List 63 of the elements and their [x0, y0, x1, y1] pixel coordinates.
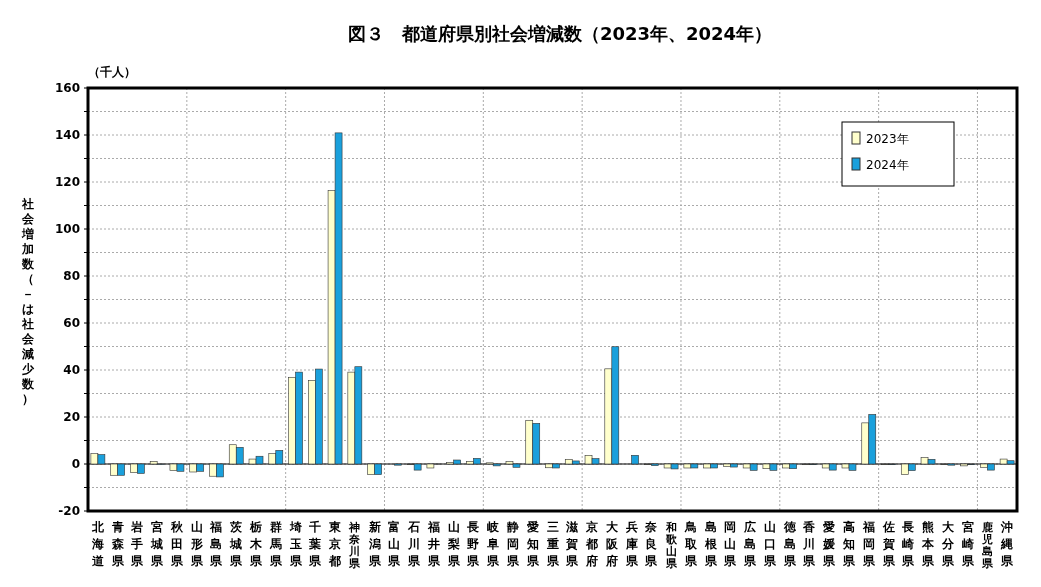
- y-tick-label: 100: [54, 222, 80, 236]
- x-tick-label: 沖縄県: [1000, 520, 1015, 568]
- x-tick-label: 鳥取県: [683, 520, 698, 568]
- x-tick-label: 兵庫県: [624, 520, 639, 568]
- x-tick-label: 新潟県: [367, 520, 382, 568]
- x-tick-label: 山口県: [762, 520, 777, 568]
- x-tick-label: 千葉県: [308, 520, 323, 568]
- x-tick-label: 愛媛県: [822, 520, 837, 568]
- chart-title: 図３ 都道府県別社会増減数（2023年、2024年）: [347, 23, 773, 44]
- x-tick-label: 秋田県: [169, 520, 184, 568]
- x-tick-label: 奈良県: [644, 520, 659, 568]
- y-tick-label: 120: [54, 175, 80, 189]
- x-tick-label: 広島県: [743, 520, 758, 568]
- x-tick-label: 富山県: [387, 520, 402, 568]
- x-tick-label: 岐阜県: [486, 520, 501, 568]
- x-tick-label: 山形県: [189, 520, 204, 568]
- x-tick-label: 佐賀県: [881, 520, 896, 568]
- x-tick-label: 徳島県: [782, 520, 797, 568]
- bar: [631, 455, 639, 465]
- x-tick-label: 宮崎県: [960, 520, 975, 568]
- y-tick-label: 40: [63, 363, 80, 377]
- x-tick-label: 岩手県: [130, 520, 145, 568]
- x-tick-label: 長野県: [466, 520, 481, 568]
- x-tick-label: 山梨県: [446, 520, 461, 568]
- x-tick-label: 神奈川県: [348, 521, 362, 570]
- x-tick-label: 島根県: [703, 520, 718, 568]
- x-tick-label: 香川県: [802, 520, 817, 568]
- x-tick-label: 群馬県: [268, 520, 283, 568]
- x-tick-label: 北海道: [90, 520, 105, 568]
- x-tick-label: 東京都: [328, 520, 343, 568]
- x-tick-label: 埼玉県: [288, 520, 303, 568]
- x-tick-label: 高知県: [841, 520, 856, 568]
- y-tick-label: 160: [54, 81, 80, 95]
- y-tick-label: 0: [71, 457, 80, 471]
- x-tick-label: 石川県: [407, 520, 422, 568]
- x-tick-label: 大分県: [940, 520, 955, 568]
- y-tick-label: 20: [63, 410, 80, 424]
- x-tick-label: 茨城県: [229, 520, 244, 568]
- x-tick-label: 京都府: [585, 520, 599, 568]
- x-tick-label: 青森県: [110, 520, 125, 568]
- x-tick-label: 宮城県: [150, 520, 165, 568]
- text: 社会増加数（－は社会減少数）: [22, 196, 34, 406]
- y-tick-label: -20: [58, 504, 80, 518]
- x-tick-label: 福井県: [426, 520, 441, 568]
- x-tick-label: 長崎県: [901, 520, 916, 568]
- y-tick-label: 80: [63, 269, 80, 283]
- x-tick-label: 愛知県: [525, 520, 540, 568]
- x-tick-label: 三重県: [545, 520, 560, 568]
- x-tick-label: 岡山県: [723, 520, 738, 568]
- x-tick-label: 福島県: [209, 520, 224, 568]
- x-tick-label: 熊本県: [921, 520, 936, 568]
- x-tick-label: 鹿児島県: [980, 521, 994, 570]
- legend-label: 2023年: [866, 132, 909, 146]
- x-tick-label: 和歌山県: [664, 521, 678, 570]
- text: （千人）: [88, 65, 136, 79]
- x-tick-label: 栃木県: [249, 520, 264, 568]
- x-tick-label: 静岡県: [505, 520, 520, 568]
- y-tick-label: 140: [54, 128, 80, 142]
- x-tick-label: 滋賀県: [565, 520, 580, 568]
- x-tick-label: 大阪府: [604, 520, 619, 568]
- x-tick-label: 福岡県: [861, 520, 876, 568]
- legend-label: 2024年: [866, 158, 909, 172]
- y-tick-label: 60: [63, 316, 80, 330]
